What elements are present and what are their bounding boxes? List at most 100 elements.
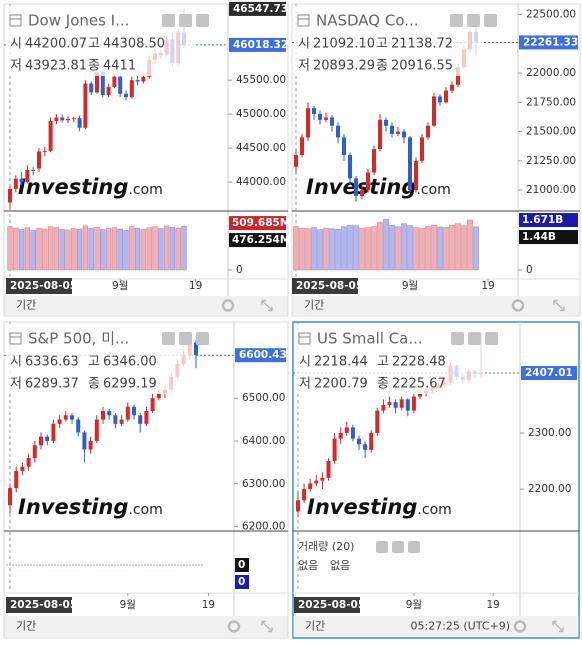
volume-bar bbox=[419, 227, 425, 271]
header-icon[interactable] bbox=[179, 14, 192, 27]
volume-bar bbox=[437, 226, 443, 271]
expand-icon[interactable] bbox=[552, 620, 564, 633]
period-button[interactable]: 기간 bbox=[304, 299, 324, 312]
volume-bar bbox=[47, 226, 54, 271]
ohlc-label: 고 bbox=[88, 355, 100, 370]
candle-body bbox=[129, 80, 134, 98]
ohlc-label: 시 bbox=[299, 355, 311, 370]
header-icon[interactable] bbox=[468, 332, 481, 345]
candle-body bbox=[100, 71, 105, 96]
ohlc-value: 6336.63 bbox=[25, 355, 79, 370]
collapse-icon[interactable] bbox=[297, 14, 310, 27]
volume-bar bbox=[299, 227, 305, 271]
candle-body bbox=[366, 172, 370, 191]
candle-body bbox=[387, 402, 392, 405]
volume-badge-label: 0 bbox=[238, 559, 245, 571]
candle-body bbox=[338, 433, 343, 439]
collapse-icon[interactable] bbox=[298, 332, 311, 345]
ohlc-value: 2225.67 bbox=[392, 377, 446, 392]
bottom-bar bbox=[293, 616, 579, 637]
candle-body bbox=[132, 406, 136, 416]
candle-body bbox=[296, 500, 300, 512]
expand-icon[interactable] bbox=[261, 299, 273, 312]
header-icon[interactable] bbox=[485, 332, 498, 345]
watermark-suffix: .com bbox=[128, 182, 162, 198]
candle-body bbox=[42, 150, 47, 152]
volume-badge bbox=[235, 558, 249, 572]
candle-body bbox=[344, 427, 349, 434]
period-button[interactable]: 기간 bbox=[16, 299, 36, 312]
candle-body bbox=[39, 436, 43, 446]
date-badge bbox=[6, 597, 72, 613]
candle-body bbox=[150, 398, 155, 412]
volume-legend-title: 거래량 (20) bbox=[298, 540, 354, 553]
collapse-icon[interactable] bbox=[9, 14, 22, 27]
settings-icon[interactable] bbox=[227, 620, 241, 633]
header-icon[interactable] bbox=[451, 332, 464, 345]
chart-title: US Small Ca... bbox=[317, 330, 423, 348]
legend-icon[interactable] bbox=[376, 541, 388, 553]
ohlc-label: 종 bbox=[88, 377, 100, 392]
price-badge bbox=[229, 1, 286, 16]
candle-body bbox=[141, 76, 146, 82]
clock: 05:27:25 (UTC+9) bbox=[410, 620, 510, 633]
ohlc-label: 시 bbox=[298, 37, 310, 52]
volume-bar bbox=[353, 225, 359, 271]
candle-body bbox=[45, 436, 50, 441]
x-tick-label: 19 bbox=[481, 280, 494, 292]
volume-bar bbox=[395, 226, 401, 271]
bottom-bar bbox=[4, 616, 288, 637]
header-icon[interactable] bbox=[450, 14, 463, 27]
volume-bar bbox=[323, 227, 329, 271]
header-icon[interactable] bbox=[179, 332, 192, 345]
settings-icon[interactable] bbox=[221, 299, 235, 312]
candle-body bbox=[32, 445, 37, 459]
y-tick-label: 21250.00 bbox=[526, 155, 576, 167]
volume-bar bbox=[473, 226, 479, 271]
candle-body bbox=[57, 419, 62, 424]
y-tick-label: 44500.00 bbox=[236, 142, 286, 154]
candle-body bbox=[76, 419, 81, 433]
candle-body bbox=[312, 108, 316, 115]
candle-body bbox=[426, 125, 430, 138]
expand-icon[interactable] bbox=[261, 620, 273, 633]
header-icon[interactable] bbox=[467, 14, 480, 27]
candle-body bbox=[314, 480, 319, 484]
settings-icon[interactable] bbox=[511, 299, 525, 312]
y-tick-label: 21750.00 bbox=[526, 96, 576, 108]
volume-badge-label: 1.671B bbox=[522, 214, 563, 226]
candle-body bbox=[320, 477, 325, 481]
settings-icon[interactable] bbox=[513, 620, 527, 633]
ohlc-label: 시 bbox=[10, 37, 22, 52]
candle-body bbox=[70, 415, 74, 420]
volume-bar bbox=[88, 227, 94, 271]
watermark-suffix: .com bbox=[417, 502, 451, 518]
y-tick-label: 6400.00 bbox=[242, 435, 285, 447]
header-icon[interactable] bbox=[162, 332, 175, 345]
x-tick-label: 9월 bbox=[406, 599, 422, 611]
header-icon[interactable] bbox=[484, 14, 497, 27]
expand-icon[interactable] bbox=[553, 299, 565, 312]
volume-bar bbox=[53, 227, 60, 271]
candle-body bbox=[432, 96, 436, 126]
header-icon[interactable] bbox=[196, 332, 209, 345]
candle-body bbox=[194, 342, 198, 356]
ohlc-value: 6346.00 bbox=[103, 355, 157, 370]
legend-icon[interactable] bbox=[408, 541, 420, 553]
ohlc-value: 6289.37 bbox=[25, 377, 79, 392]
header-icon[interactable] bbox=[196, 14, 209, 27]
candle-body bbox=[357, 438, 361, 445]
collapse-icon[interactable] bbox=[9, 332, 22, 345]
legend-icon[interactable] bbox=[392, 541, 404, 553]
candle-body bbox=[144, 411, 149, 424]
candle-body bbox=[8, 188, 12, 203]
candle-body bbox=[294, 154, 298, 167]
period-button[interactable]: 기간 bbox=[16, 620, 36, 633]
header-icon[interactable] bbox=[162, 14, 175, 27]
period-button[interactable]: 기간 bbox=[305, 620, 325, 633]
candle-body bbox=[83, 83, 88, 128]
volume-bar bbox=[455, 223, 461, 271]
ohlc-label: 저 bbox=[10, 377, 22, 392]
volume-bar bbox=[181, 225, 187, 271]
candle-body bbox=[118, 76, 123, 94]
